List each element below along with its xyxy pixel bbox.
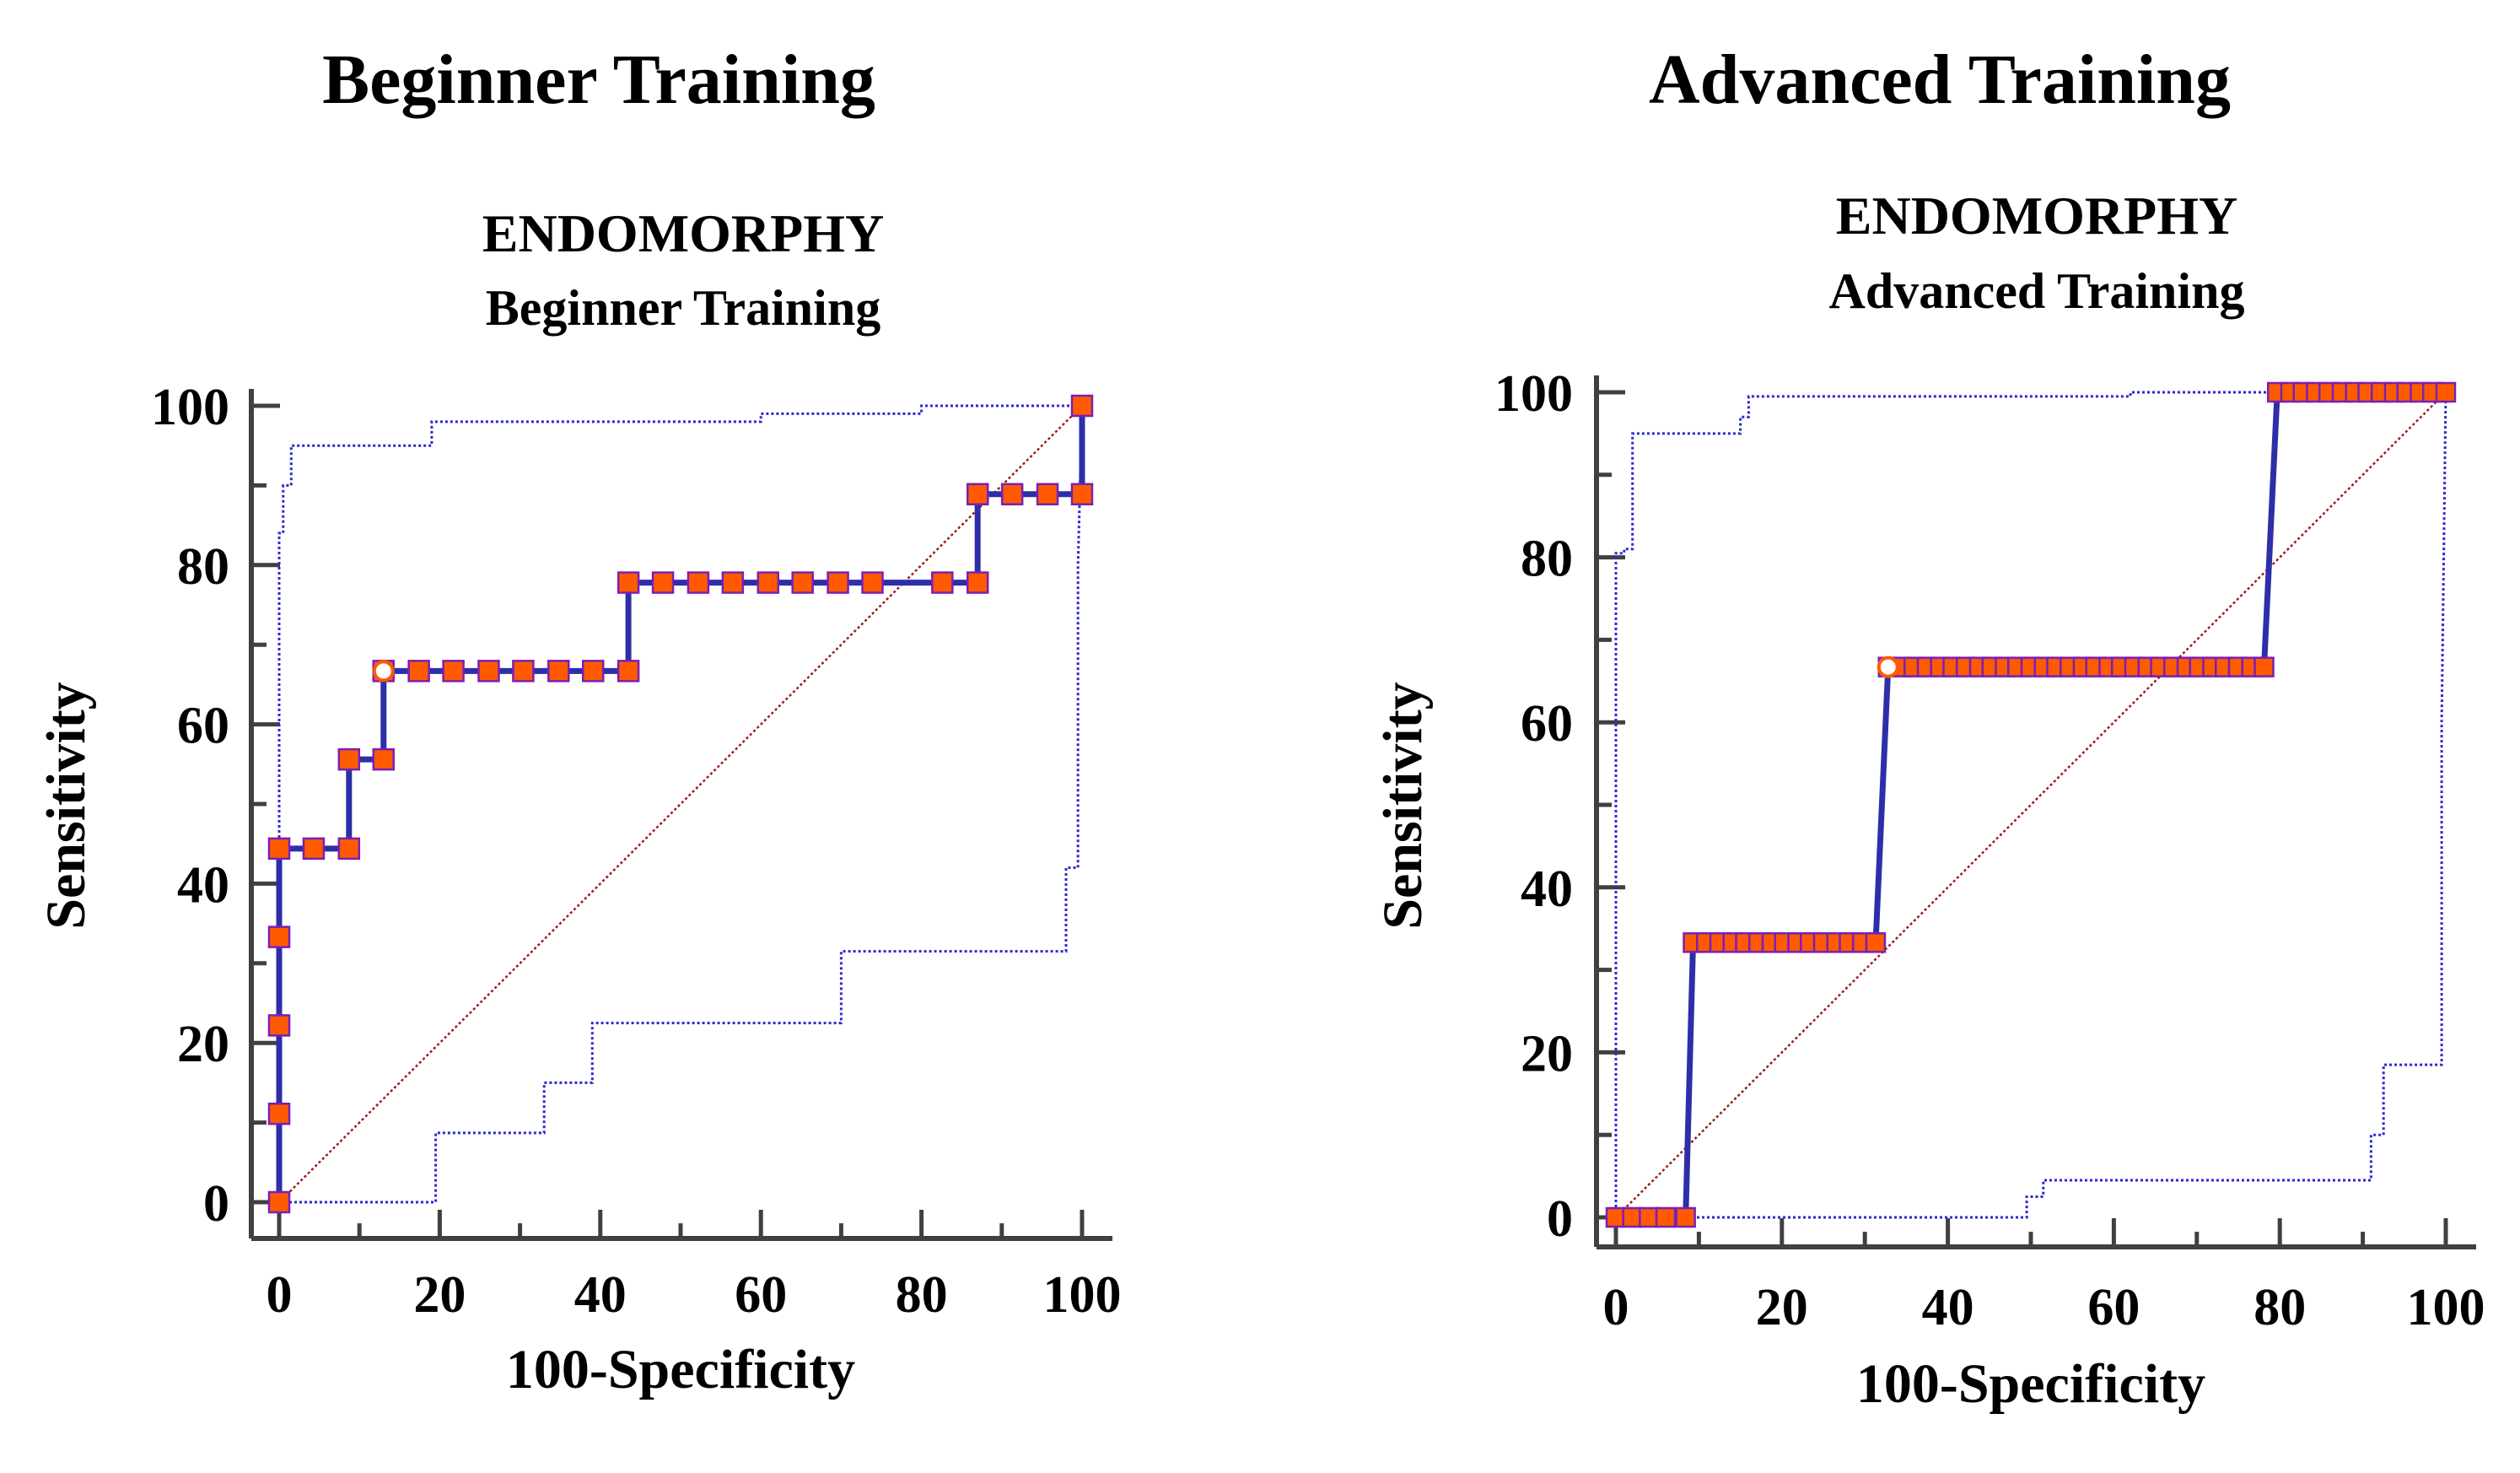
roc-point-marker bbox=[966, 571, 989, 594]
x-tick-label: 60 bbox=[2087, 1279, 2140, 1336]
x-tick-label: 40 bbox=[1922, 1279, 1974, 1336]
roc-point-marker bbox=[617, 571, 640, 594]
roc-point-marker bbox=[337, 837, 361, 861]
x-tick-label: 80 bbox=[2253, 1279, 2306, 1336]
chart-beginner: ENDOMORPHY Beginner Training 0 20 40 60 80 100 0… bbox=[35, 203, 1122, 1400]
roc-point-marker bbox=[442, 660, 465, 683]
roc-point-marker bbox=[721, 571, 745, 594]
roc-point-marker bbox=[1655, 1206, 1677, 1228]
x-axis-label: 100-Specificity bbox=[1856, 1353, 2205, 1415]
y-axis-label: Sensitivity bbox=[1372, 682, 1434, 929]
roc-point-marker bbox=[302, 837, 326, 861]
roc-point-marker bbox=[477, 660, 500, 683]
roc-point-marker bbox=[2253, 656, 2275, 677]
roc-point-marker bbox=[861, 571, 884, 594]
roc-point-marker bbox=[1036, 483, 1059, 506]
roc-point-marker bbox=[512, 660, 535, 683]
x-axis-label: 100-Specificity bbox=[506, 1339, 855, 1400]
roc-point-marker bbox=[757, 571, 780, 594]
y-tick-label: 60 bbox=[177, 698, 229, 755]
y-tick-label: 20 bbox=[1521, 1025, 1573, 1082]
roc-point-marker bbox=[1070, 483, 1094, 506]
chart-advanced: ENDOMORPHY Advanced Training 0 20 40 60 80 100 0… bbox=[1372, 186, 2485, 1415]
roc-point-marker bbox=[827, 571, 849, 594]
roc-point-marker bbox=[617, 660, 640, 683]
reference-diagonal bbox=[278, 405, 1083, 1203]
x-tick-label: 20 bbox=[1756, 1279, 1808, 1336]
roc-point-marker bbox=[687, 571, 710, 594]
roc-point-marker bbox=[267, 1102, 291, 1125]
y-tick-label: 100 bbox=[151, 379, 229, 436]
y-axis-label: Sensitivity bbox=[35, 682, 97, 929]
chart-subtitle: Beginner Training bbox=[486, 280, 880, 336]
x-tick-label: 80 bbox=[896, 1266, 948, 1324]
lower-ci-line bbox=[279, 405, 1084, 1204]
x-tick-label: 100 bbox=[2407, 1279, 2485, 1336]
roc-point-marker bbox=[267, 1190, 291, 1214]
roc-point-marker bbox=[372, 747, 396, 771]
lower-ci-line bbox=[1616, 391, 2447, 1219]
x-tick-label: 40 bbox=[574, 1266, 627, 1324]
y-tick-label: 40 bbox=[1521, 861, 1573, 918]
chart-title: ENDOMORPHY bbox=[482, 203, 884, 263]
upper-ci-line bbox=[1614, 391, 2446, 1217]
roc-point-marker bbox=[931, 571, 954, 594]
reference-diagonal bbox=[1615, 391, 2447, 1218]
y-tick-label: 0 bbox=[203, 1175, 229, 1233]
roc-point-marker bbox=[267, 925, 291, 948]
x-tick-label: 100 bbox=[1043, 1266, 1122, 1324]
chart-subtitle: Advanced Training bbox=[1829, 263, 2245, 319]
x-tick-label: 0 bbox=[267, 1266, 293, 1324]
roc-point-marker bbox=[1000, 483, 1024, 506]
chart-title: ENDOMORPHY bbox=[1836, 186, 2237, 246]
x-tick-label: 60 bbox=[735, 1266, 787, 1324]
y-tick-label: 80 bbox=[1521, 531, 1573, 588]
x-tick-label: 20 bbox=[413, 1266, 466, 1324]
roc-point-marker bbox=[651, 571, 675, 594]
y-tick-label: 40 bbox=[177, 856, 229, 914]
roc-point-marker bbox=[267, 1014, 291, 1037]
roc-point-marker bbox=[2435, 381, 2457, 403]
roc-point-marker bbox=[581, 660, 605, 683]
roc-curve-line bbox=[1616, 389, 2446, 1221]
y-tick-label: 100 bbox=[1494, 365, 1573, 423]
optimal-cutoff-point bbox=[372, 660, 395, 683]
y-tick-label: 20 bbox=[177, 1016, 229, 1073]
y-tick-label: 0 bbox=[1547, 1190, 1573, 1248]
roc-point-marker bbox=[1675, 1206, 1696, 1228]
x-tick-label: 0 bbox=[1603, 1279, 1629, 1336]
panel-heading-beginner: Beginner Training bbox=[322, 40, 875, 119]
panel-heading-advanced: Advanced Training bbox=[1648, 40, 2232, 119]
roc-point-marker bbox=[1070, 394, 1094, 418]
roc-point-marker bbox=[547, 660, 570, 683]
roc-point-marker bbox=[966, 483, 989, 506]
optimal-cutoff-point bbox=[1877, 656, 1899, 678]
roc-point-marker bbox=[1865, 932, 1887, 953]
roc-point-marker bbox=[267, 837, 291, 861]
roc-point-marker bbox=[791, 571, 814, 594]
roc-point-marker bbox=[337, 747, 361, 771]
y-tick-label: 80 bbox=[177, 538, 229, 596]
roc-point-marker bbox=[407, 660, 430, 683]
y-tick-label: 60 bbox=[1521, 695, 1573, 753]
